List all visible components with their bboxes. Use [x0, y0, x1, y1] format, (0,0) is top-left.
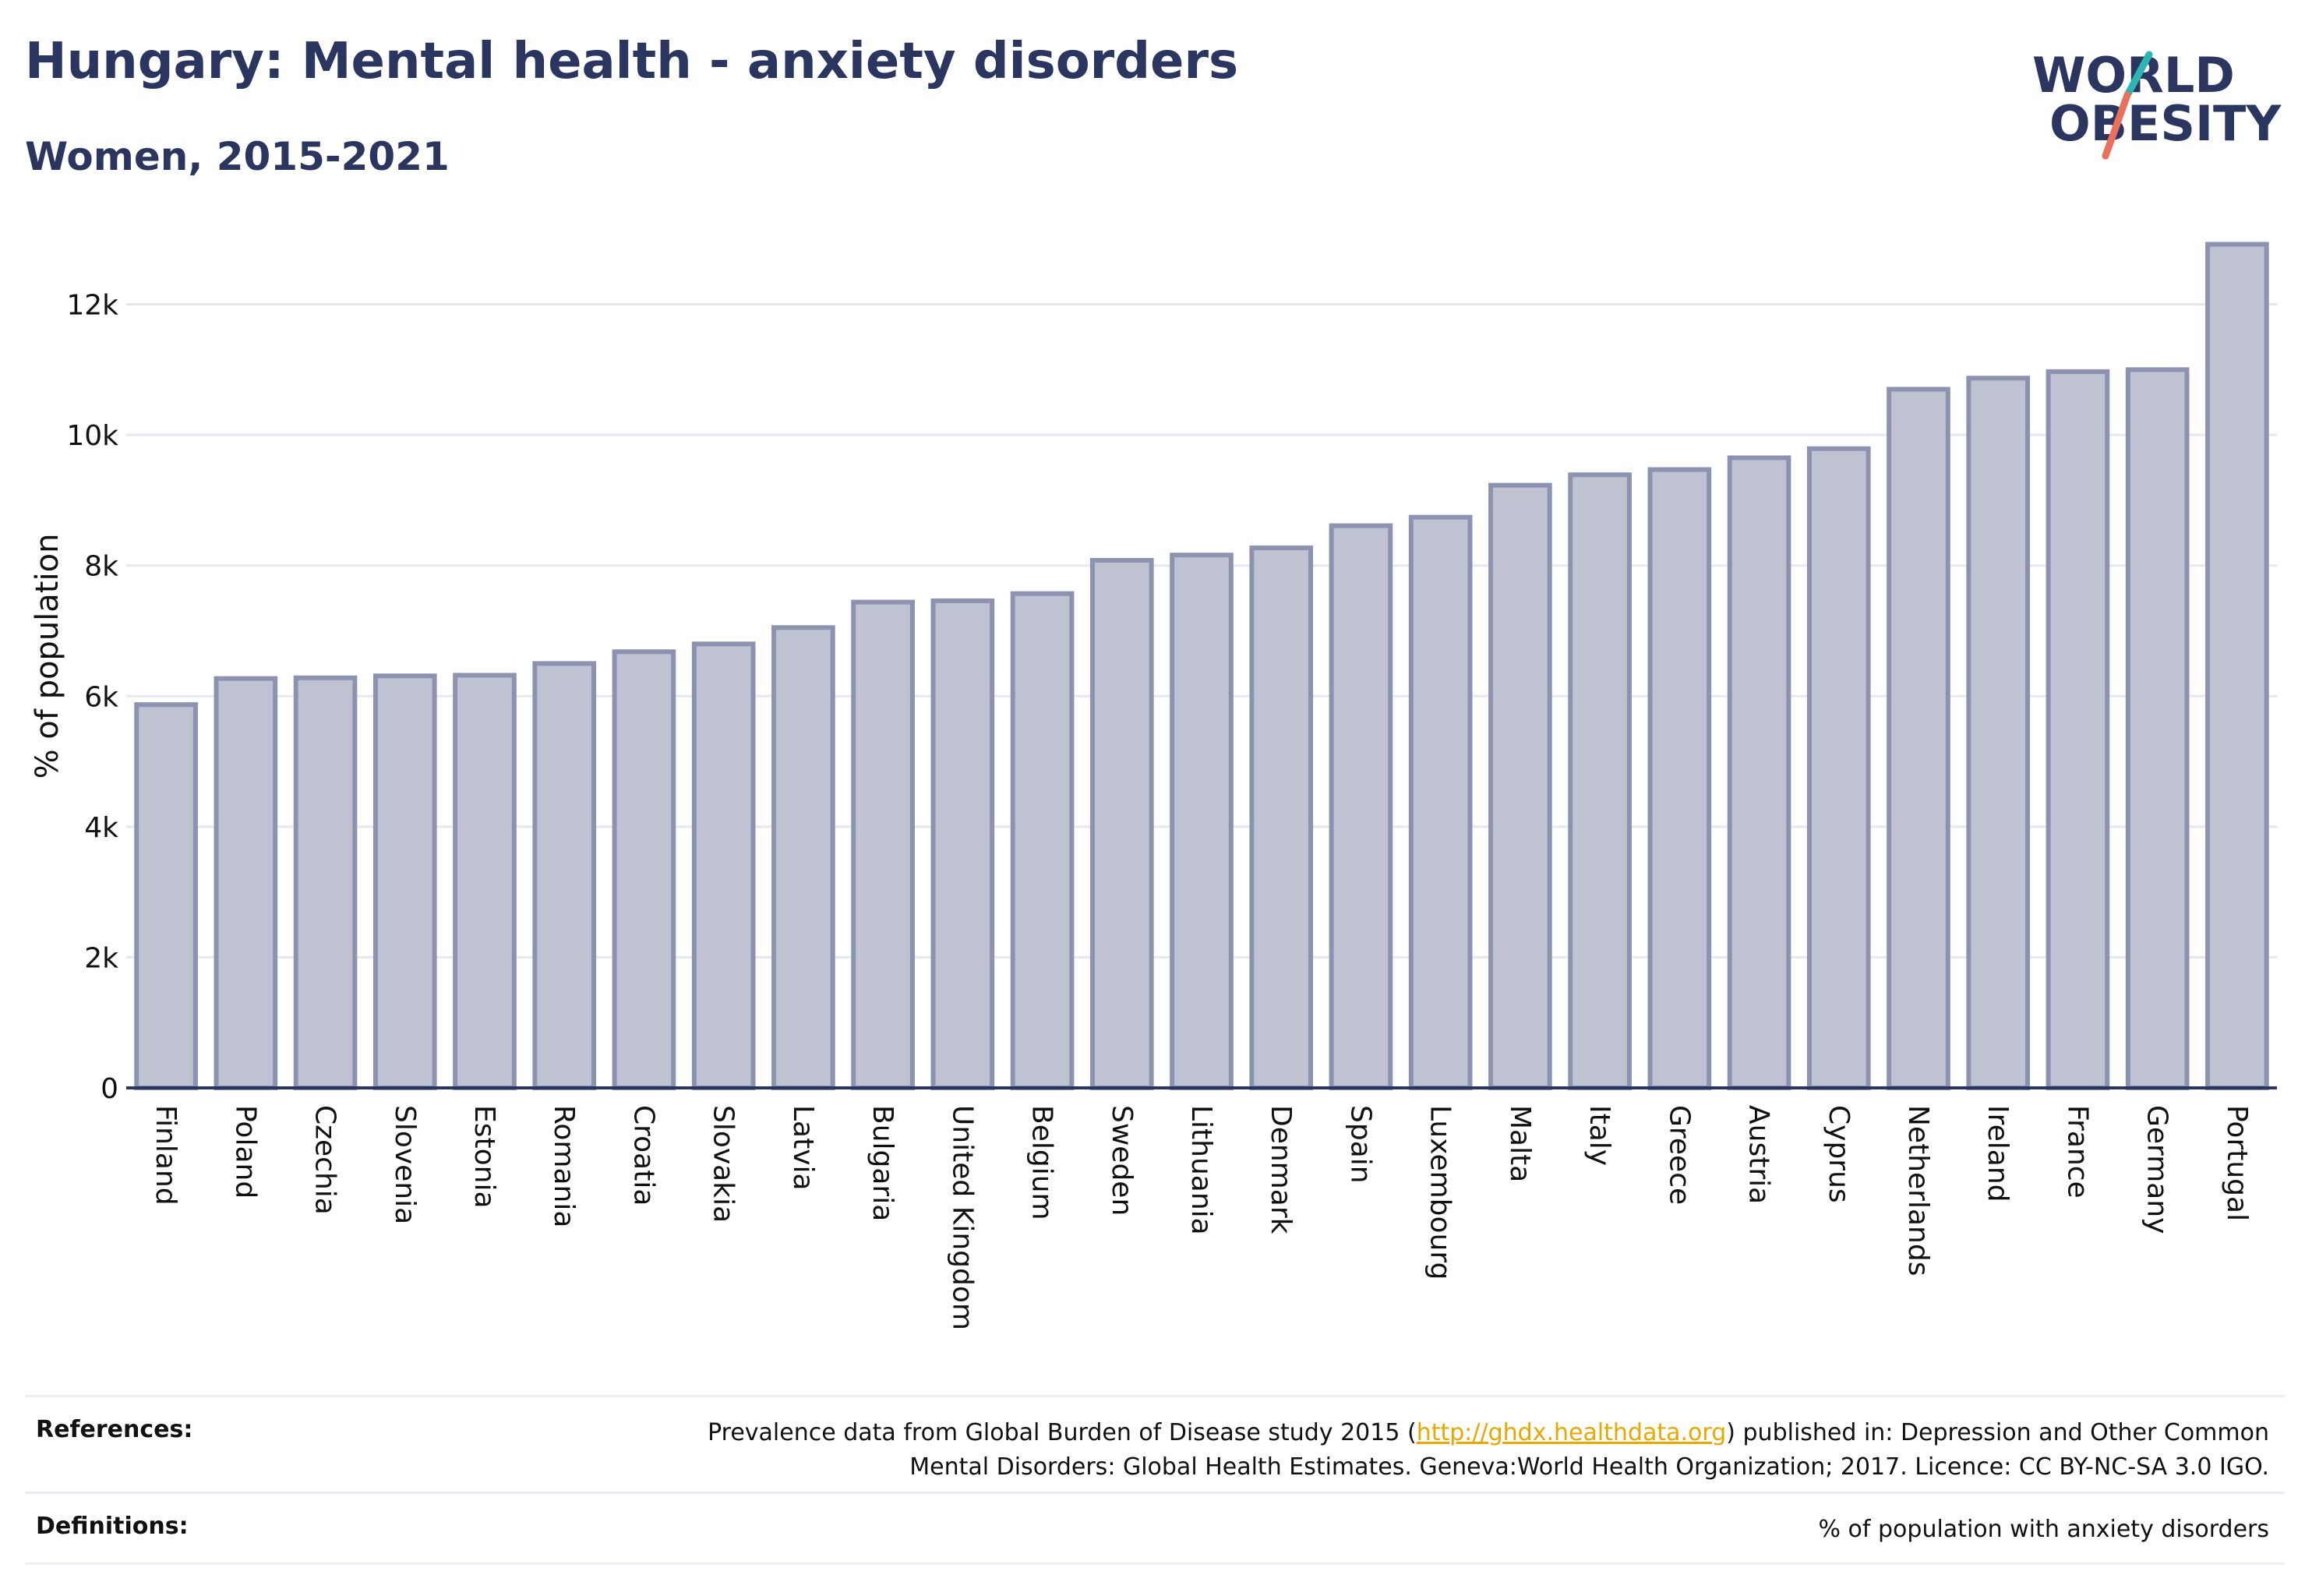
x-tick-label: France [2061, 1105, 2093, 1199]
x-tick-label: Romania [548, 1105, 580, 1227]
x-tick-labels: Finland Poland Czechia Slovenia Estonia Roman… [150, 1105, 2253, 1330]
x-tick-label: Malta [1504, 1105, 1536, 1182]
x-tick-label: Spain [1344, 1105, 1376, 1184]
x-tick-label: Czechia [309, 1105, 341, 1215]
bar-bulgaria[interactable] [851, 599, 915, 1090]
references-label: References: [36, 1416, 193, 1443]
definitions-label: Definitions: [36, 1513, 189, 1540]
y-tick-label: 12k [66, 290, 118, 322]
x-tick-label: Austria [1743, 1105, 1775, 1204]
y-tick-label: 10k [66, 420, 118, 452]
page-title: Hungary: Mental health - anxiety disorde… [25, 33, 1239, 90]
x-tick-label: Finland [150, 1105, 182, 1206]
references-text-line2: Mental Disorders: Global Health Estimate… [909, 1453, 2269, 1481]
x-tick-label: Croatia [627, 1105, 659, 1206]
bar-denmark[interactable] [1249, 546, 1314, 1090]
bar-belgium[interactable] [1010, 591, 1075, 1090]
x-tick-label: Bulgaria [867, 1105, 898, 1221]
bar-estonia[interactable] [453, 673, 517, 1090]
x-tick-label: Italy [1583, 1105, 1615, 1166]
y-tick-label: 6k [84, 681, 118, 713]
x-tick-label: Estonia [468, 1105, 500, 1209]
x-tick-label: Portugal [2221, 1105, 2253, 1221]
bar-slovenia[interactable] [372, 673, 437, 1090]
bar-greece[interactable] [1647, 467, 1712, 1090]
references-link[interactable]: http://ghdx.healthdata.org [1416, 1419, 1727, 1446]
definitions-text: % of population with anxiety disorders [1818, 1516, 2269, 1543]
x-tick-label: Slovakia [708, 1105, 740, 1223]
x-tick-label: Ireland [1982, 1105, 2014, 1202]
logo-slash-teal [2123, 51, 2153, 99]
x-tick-label: Cyprus [1823, 1105, 1855, 1203]
bar-ireland[interactable] [1966, 376, 2031, 1090]
bar-croatia[interactable] [612, 649, 676, 1090]
y-tick-label: 4k [84, 812, 118, 844]
references-row: References: Prevalence data from Global … [25, 1395, 2285, 1492]
x-tick-label: Luxembourg [1424, 1105, 1456, 1280]
bar-sweden[interactable] [1089, 557, 1154, 1090]
bar-portugal[interactable] [2205, 242, 2269, 1091]
x-tick-label: Denmark [1265, 1105, 1297, 1234]
x-tick-label: Greece [1663, 1105, 1695, 1205]
y-tick-label: 2k [84, 942, 118, 974]
world-obesity-logo: WORLD OBESITY [2026, 23, 2291, 171]
bar-romania[interactable] [532, 661, 597, 1090]
x-tick-label: Poland [229, 1105, 261, 1199]
logo-line2: OBESITY [2049, 95, 2282, 152]
bar-france[interactable] [2046, 369, 2110, 1090]
x-tick-label: Slovenia [389, 1105, 421, 1224]
definitions-row: Definitions: % of population with anxiet… [25, 1492, 2285, 1565]
references-text-start: Prevalence data from Global Burden of Di… [708, 1419, 1417, 1446]
logo-slash-red [2102, 91, 2131, 160]
bar-italy[interactable] [1568, 472, 1632, 1090]
bar-latvia[interactable] [771, 625, 835, 1090]
bar-austria[interactable] [1727, 455, 1791, 1090]
x-tick-label: Sweden [1106, 1105, 1138, 1216]
references-text: Prevalence data from Global Burden of Di… [708, 1416, 2269, 1485]
bar-luxembourg[interactable] [1408, 514, 1473, 1090]
bar-chart: 0 2k 4k 6k 8k 10k 12k Finland Poland Czechia Slov… [30, 242, 2277, 1330]
y-tick-label: 8k [84, 551, 118, 583]
y-tick-label: 0 [101, 1073, 118, 1105]
page-subtitle: Women, 2015-2021 [25, 134, 450, 179]
bar-cyprus[interactable] [1806, 446, 1871, 1090]
bar-united-kingdom[interactable] [930, 598, 995, 1090]
bar-spain[interactable] [1329, 523, 1393, 1090]
bar-finland[interactable] [134, 702, 198, 1090]
logo-line1: WORLD [2032, 47, 2235, 104]
bars [134, 242, 2269, 1091]
bar-czechia[interactable] [293, 675, 358, 1090]
references-text-end: ) published in: Depression and Other Com… [1726, 1419, 2269, 1446]
bar-slovakia[interactable] [691, 641, 756, 1090]
bar-lithuania[interactable] [1170, 553, 1234, 1090]
x-tick-label: Lithuania [1185, 1105, 1217, 1235]
bar-netherlands[interactable] [1887, 387, 1950, 1090]
x-tick-label: Netherlands [1902, 1105, 1934, 1276]
y-tick-labels: 0 2k 4k 6k 8k 10k 12k [66, 290, 118, 1105]
bar-poland[interactable] [214, 676, 278, 1090]
x-tick-label: Latvia [787, 1105, 819, 1191]
bar-germany[interactable] [2125, 367, 2190, 1091]
y-axis-label: % of population [30, 534, 65, 779]
x-tick-label: United Kingdom [946, 1105, 978, 1330]
x-tick-label: Germany [2141, 1105, 2173, 1234]
x-tick-label: Belgium [1026, 1105, 1058, 1220]
bar-malta[interactable] [1488, 482, 1552, 1090]
